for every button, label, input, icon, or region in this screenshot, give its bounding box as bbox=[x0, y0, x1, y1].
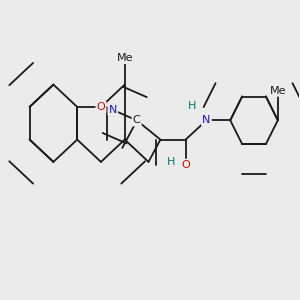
Text: N: N bbox=[109, 105, 117, 115]
Text: H: H bbox=[167, 157, 175, 167]
Text: C: C bbox=[133, 115, 140, 125]
Text: Me: Me bbox=[116, 53, 133, 63]
Text: O: O bbox=[97, 102, 105, 112]
Text: N: N bbox=[202, 115, 211, 125]
Text: H: H bbox=[188, 101, 196, 111]
Text: O: O bbox=[181, 160, 190, 170]
Text: Me: Me bbox=[270, 85, 286, 96]
